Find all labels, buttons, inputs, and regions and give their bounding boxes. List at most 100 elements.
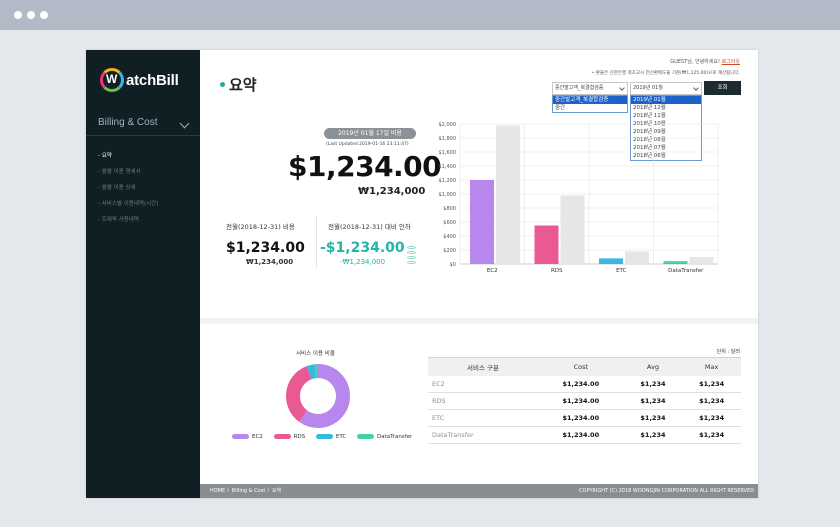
sidebar-item-traffic[interactable]: - 트래픽 사용내역: [98, 217, 139, 223]
prev-month-usd: $1,234.00: [226, 240, 305, 256]
dropdown-option[interactable]: 2018년 08월: [633, 137, 666, 143]
y-tick-label: $200: [443, 248, 456, 254]
menu-billing-cost[interactable]: Billing & Cost: [86, 112, 200, 136]
cell-avg: $1,234: [623, 392, 683, 410]
last-updated: (Last Updated 2019-01-16 23:11:47): [326, 142, 409, 147]
donut-legend: EC2 RDS ETC DataTransfer: [232, 434, 421, 440]
legend-item: ETC: [315, 434, 346, 440]
dropdown-option[interactable]: 2018년 11월: [633, 113, 666, 119]
cell-cost: $1,234.00: [538, 409, 624, 427]
cell-max: $1,234: [682, 409, 741, 427]
dropdown-option[interactable]: 2018년 09월: [633, 129, 666, 135]
user-greeting: GUEST님, 안녕하세요! 로그아웃: [670, 59, 740, 65]
chevron-down-icon: [179, 118, 190, 129]
bar-compare: [496, 125, 520, 265]
donut-title: 서비스 이용 비율: [296, 351, 335, 357]
cell-cost: $1,234.00: [538, 392, 624, 410]
section-divider: [200, 318, 758, 324]
cost-table: 서비스 구분 Cost Avg Max EC2 $1,234.00 $1,234…: [428, 357, 741, 444]
sidebar-item-monthly-detail[interactable]: - 월별 이용 상세: [98, 185, 136, 191]
donut-segment: [286, 364, 350, 428]
menu-head-label: Billing & Cost: [98, 117, 158, 128]
logo-text: atchBill: [126, 72, 179, 89]
x-tick-label: DataTransfer: [668, 268, 704, 274]
footer: HOME 〉Billing & Cost 〉요약 COPYRIGHT (C) 2…: [200, 484, 758, 498]
window-dot: [40, 11, 48, 19]
cost-bar-chart: $2,000 $1,800 $1,600 $1,400 $1,200 $1,000 $800…: [439, 122, 719, 274]
footer-copyright: COPYRIGHT (C) 2018 WOONGJIN CORPORATION …: [579, 488, 754, 494]
cell-max: $1,234: [682, 426, 741, 444]
bar-compare: [689, 257, 714, 264]
cell-service: DataTransfer: [428, 426, 538, 444]
cell-max: $1,234: [682, 375, 741, 393]
sidebar-nav: - 요약 - 월별 이용 명세서 - 월별 이용 상세 - 서비스별 이용내역(…: [98, 152, 158, 232]
y-tick-label: $1,000: [439, 192, 457, 198]
x-tick-label: EC2: [487, 268, 498, 274]
coins-icon: [406, 242, 418, 266]
column-header: 서비스 구분: [428, 357, 538, 376]
account-dropdown: 중간발고객_복결합검증 중간: [552, 95, 628, 113]
cell-cost: $1,234.00: [538, 375, 624, 393]
app-window: W atchBill Billing & Cost - 요약 - 월별 이용 명…: [86, 50, 758, 498]
column-header: Avg: [623, 357, 683, 376]
dropdown-option[interactable]: 2018년 07월: [633, 145, 666, 151]
legend-item: RDS: [273, 434, 305, 440]
month-dropdown: 2019년 01월 2018년 12월 2018년 11월 2018년 10월 …: [630, 95, 702, 161]
cell-service: ETC: [428, 409, 538, 427]
sidebar-item-summary[interactable]: - 요약: [98, 153, 112, 159]
cell-avg: $1,234: [623, 426, 683, 444]
logout-link[interactable]: 로그아웃: [721, 59, 740, 65]
window-dot: [14, 11, 22, 19]
diff-krw: -₩1,234,000: [340, 258, 386, 266]
y-tick-label: $600: [443, 220, 456, 226]
bar-current: [470, 180, 494, 264]
dropdown-option[interactable]: 2018년 06월: [633, 153, 666, 159]
y-tick-label: $400: [443, 234, 456, 240]
account-select[interactable]: 중간발고객_복결합검증: [552, 82, 628, 95]
unit-label: 단위 : 달러: [716, 349, 740, 355]
table-row: EC2 $1,234.00 $1,234 $1,234: [428, 375, 741, 393]
sidebar: W atchBill Billing & Cost - 요약 - 월별 이용 명…: [86, 50, 200, 498]
y-tick-label: $0: [450, 262, 456, 268]
y-tick-label: $2,000: [439, 122, 457, 128]
page-title: 요약: [220, 74, 257, 95]
logo[interactable]: W atchBill: [100, 66, 192, 96]
dropdown-option[interactable]: 중간발고객_복결합검증: [553, 96, 627, 104]
bar-current: [534, 225, 559, 264]
bar-compare: [625, 251, 649, 264]
cell-max: $1,234: [682, 392, 741, 410]
bar-current: [599, 258, 623, 264]
cell-service: EC2: [428, 375, 538, 393]
dropdown-option[interactable]: 2019년 01월: [631, 96, 701, 104]
footer-breadcrumb: HOME 〉Billing & Cost 〉요약: [210, 488, 282, 494]
table-row: ETC $1,234.00 $1,234 $1,234: [428, 409, 741, 427]
divider: [316, 216, 317, 268]
diff-label: 전월(2018-12-31) 대비 인하: [328, 223, 411, 231]
month-select[interactable]: 2019년 01월: [630, 82, 702, 95]
cell-avg: $1,234: [623, 375, 683, 393]
y-tick-label: $800: [443, 206, 456, 212]
logo-initial: W: [106, 72, 118, 86]
y-tick-label: $1,200: [439, 178, 457, 184]
x-tick-label: RDS: [551, 268, 563, 274]
column-header: Cost: [538, 357, 624, 376]
search-button[interactable]: 조회: [704, 81, 741, 95]
dropdown-option[interactable]: 중간: [555, 105, 566, 111]
table-row: DataTransfer $1,234.00 $1,234 $1,234: [428, 426, 741, 444]
total-cost-usd: $1,234.00: [288, 150, 442, 183]
y-tick-label: $1,400: [439, 164, 457, 170]
total-cost-krw: ₩1,234,000: [358, 186, 426, 197]
window-dot: [27, 11, 35, 19]
legend-item: DataTransfer: [357, 434, 412, 440]
bar-compare: [560, 195, 585, 264]
bar-current: [663, 261, 688, 264]
period-pill: 2019년 01월 17일 비용: [324, 128, 416, 139]
diff-usd: -$1,234.00: [320, 240, 405, 256]
x-tick-label: ETC: [616, 268, 627, 274]
sidebar-item-monthly-statement[interactable]: - 월별 이용 명세서: [98, 169, 141, 175]
dropdown-option[interactable]: 2018년 12월: [633, 105, 666, 111]
cell-cost: $1,234.00: [538, 426, 624, 444]
sidebar-item-service-usage[interactable]: - 서비스별 이용내역(시간): [98, 201, 159, 207]
table-row: RDS $1,234.00 $1,234 $1,234: [428, 392, 741, 410]
cell-avg: $1,234: [623, 409, 683, 427]
